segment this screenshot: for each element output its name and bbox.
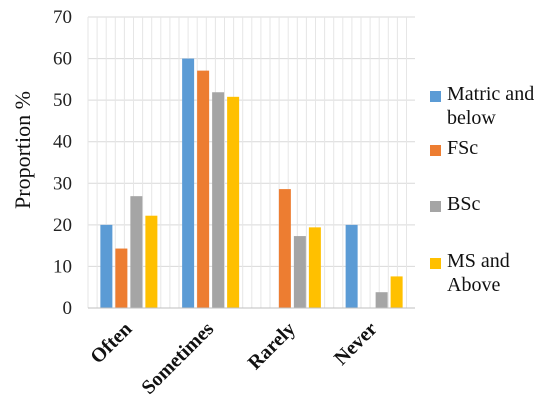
legend-label: FSc xyxy=(447,137,479,159)
bar xyxy=(293,236,306,308)
y-tick-label: 20 xyxy=(53,215,72,236)
legend-item: FSc xyxy=(430,136,551,160)
bar xyxy=(227,96,240,309)
legend-swatch xyxy=(430,201,441,212)
bars xyxy=(100,58,403,309)
bar xyxy=(182,58,195,309)
legend-item: MS and Above xyxy=(430,249,551,297)
x-tick-label: Sometimes xyxy=(137,318,218,399)
y-tick-label: 0 xyxy=(63,298,73,319)
y-tick-label: 70 xyxy=(53,7,72,28)
legend-swatch xyxy=(430,145,441,156)
bar xyxy=(145,215,158,308)
bar xyxy=(100,224,113,308)
bar xyxy=(345,224,358,308)
legend-label: BSc xyxy=(447,193,481,215)
legend-swatch xyxy=(430,258,441,269)
y-tick-label: 40 xyxy=(53,132,72,153)
bar xyxy=(375,292,388,308)
legend: Matric and below FSc BSc MS and Above xyxy=(430,82,551,297)
bar xyxy=(278,189,291,308)
bar xyxy=(390,276,403,308)
x-tick-labels: Often Sometimes Rarely Never xyxy=(86,318,381,399)
y-tick-label: 60 xyxy=(53,49,72,70)
y-tick-label: 50 xyxy=(53,90,72,111)
y-tick-labels: 0 10 20 30 40 50 60 70 xyxy=(53,7,72,319)
bar xyxy=(308,227,321,308)
y-axis-label: Proportion % xyxy=(10,91,35,209)
legend-item: BSc xyxy=(430,192,551,216)
x-tick-label: Never xyxy=(330,318,382,370)
bar xyxy=(130,196,143,308)
legend-label: Matric and below xyxy=(447,83,535,129)
y-tick-label: 10 xyxy=(53,256,72,277)
x-tick-label: Often xyxy=(86,318,136,368)
bar xyxy=(115,248,128,308)
legend-swatch xyxy=(430,91,441,102)
x-tick-label: Rarely xyxy=(244,318,300,374)
y-tick-label: 30 xyxy=(53,173,72,194)
bar xyxy=(197,70,210,309)
legend-item: Matric and below xyxy=(430,82,551,130)
bar xyxy=(212,92,225,308)
legend-label: MS and Above xyxy=(447,250,510,296)
